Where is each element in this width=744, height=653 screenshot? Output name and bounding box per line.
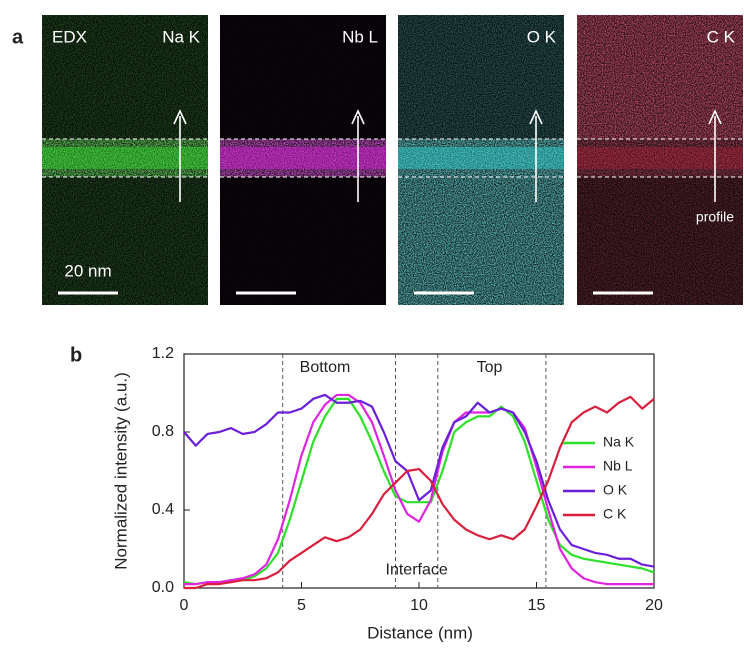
map-noise [398, 177, 564, 305]
x-tick-label: 0 [180, 597, 189, 614]
legend-label: C K [603, 506, 627, 522]
annotation: Top [477, 359, 503, 376]
map-noise [42, 177, 208, 305]
map-label: O K [527, 27, 557, 46]
arrow-head [351, 109, 365, 125]
data-line [184, 393, 654, 586]
map-noise [577, 177, 743, 305]
x-tick-label: 20 [645, 597, 663, 614]
arrow-head [529, 109, 543, 125]
x-tick-label: 15 [528, 597, 546, 614]
map-band [42, 147, 208, 169]
arrow-head [708, 109, 722, 125]
annotation: Interface [386, 562, 448, 579]
profile-label: profile [696, 209, 734, 225]
x-tick-label: 10 [410, 597, 428, 614]
y-tick-label: 0.8 [152, 423, 174, 440]
map-band [398, 147, 564, 169]
panel-label: a [12, 26, 24, 48]
x-axis-label: Distance (nm) [367, 623, 473, 642]
arrow-head [173, 109, 187, 125]
y-tick-label: 0.4 [152, 501, 174, 518]
data-line [184, 395, 655, 590]
map-band [577, 147, 743, 169]
legend-label: O K [603, 482, 628, 498]
panel-label: b [70, 344, 82, 366]
x-tick-label: 5 [297, 597, 306, 614]
map-label: Nb L [342, 27, 378, 46]
y-axis-label: Normalized intensity (a.u.) [111, 372, 130, 569]
y-tick-label: 1.2 [152, 345, 174, 362]
map-band [220, 147, 386, 169]
data-line [183, 393, 655, 568]
annotation: Bottom [300, 359, 351, 376]
edx-label: EDX [52, 27, 87, 46]
map-label: Na K [162, 27, 200, 46]
plot-frame [183, 353, 655, 589]
scale-label: 20 nm [64, 261, 111, 280]
legend-label: Nb L [603, 458, 633, 474]
y-tick-label: 0.0 [152, 579, 174, 596]
legend-label: Na K [603, 434, 635, 450]
map-noise [220, 177, 386, 305]
data-line [183, 397, 655, 586]
map-label: C K [707, 27, 736, 46]
